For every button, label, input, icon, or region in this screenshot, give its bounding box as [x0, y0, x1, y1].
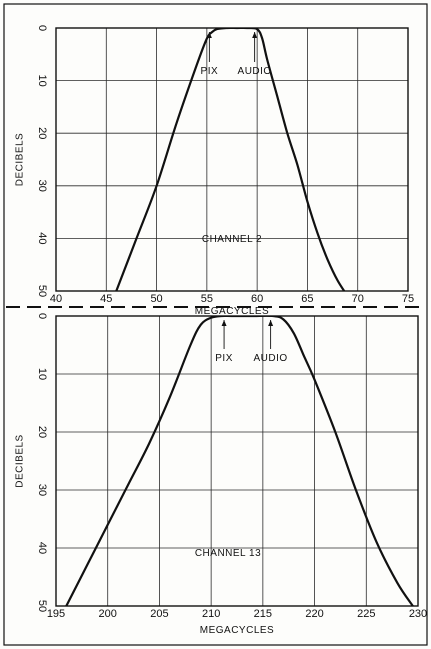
y-axis-label: DECIBELS	[15, 434, 26, 487]
plot-frame	[55, 315, 419, 607]
y-tick-label: 40	[36, 542, 48, 554]
y-tick-label: 20	[36, 426, 48, 438]
page-border	[3, 3, 428, 646]
x-axis-label: MEGACYCLES	[200, 625, 274, 636]
y-tick-label: 50	[36, 600, 48, 612]
x-tick-label: 70	[352, 293, 364, 305]
marker-label-audio: AUDIO	[238, 66, 272, 77]
x-axis-label: MEGACYCLES	[195, 306, 269, 317]
response-curve	[115, 28, 346, 291]
marker-arrowhead	[252, 32, 258, 38]
y-axis-label: DECIBELS	[15, 133, 26, 186]
x-tick-label: 60	[251, 293, 263, 305]
marker-arrowhead	[221, 320, 227, 326]
x-tick-label: 205	[150, 608, 168, 620]
x-tick-label: 220	[305, 608, 323, 620]
y-tick-label: 10	[36, 74, 48, 86]
chart-2: 195 200 205 210 215 220 225 230 0 10 20 30 40 50 MEGAC…	[15, 313, 428, 636]
x-tick-label: 200	[99, 608, 117, 620]
x-tick-label: 225	[357, 608, 375, 620]
marker-label-audio: AUDIO	[254, 353, 288, 364]
chart-1: 40 45 50 55 60 65 70 7501020304050MEGACYCLESDEC…	[15, 25, 414, 317]
plot-frame	[55, 27, 409, 292]
x-tick-label: 195	[47, 608, 65, 620]
response-curve	[65, 316, 414, 606]
y-tick-label: 50	[36, 285, 48, 297]
marker-label-pix: PIX	[201, 66, 219, 77]
x-tick-label: 75	[402, 293, 414, 305]
x-tick-label: 40	[50, 293, 62, 305]
y-tick-label: 0	[36, 25, 48, 31]
y-tick-label: 0	[36, 313, 48, 319]
x-tick-label: 230	[409, 608, 427, 620]
x-tick-label: 210	[202, 608, 220, 620]
x-tick-label: 45	[100, 293, 112, 305]
channel-label: CHANNEL 2	[202, 234, 262, 245]
x-tick-label: 65	[301, 293, 313, 305]
x-tick-label: 215	[254, 608, 272, 620]
y-tick-label: 10	[36, 368, 48, 380]
marker-arrowhead	[206, 32, 212, 38]
y-tick-label: 40	[36, 232, 48, 244]
marker-arrowhead	[268, 320, 274, 326]
y-tick-label: 30	[36, 484, 48, 496]
channel-label: CHANNEL 13	[195, 548, 261, 559]
x-tick-label: 50	[150, 293, 162, 305]
y-tick-label: 20	[36, 127, 48, 139]
marker-label-pix: PIX	[215, 353, 233, 364]
y-tick-label: 30	[36, 180, 48, 192]
x-tick-label: 55	[201, 293, 213, 305]
